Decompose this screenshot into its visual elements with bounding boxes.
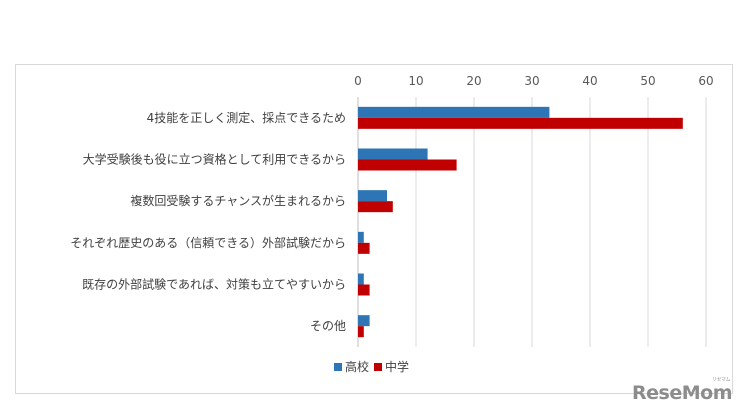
- resemom-logo: ReseMom リセマム: [632, 377, 732, 404]
- category-label-0: 4技能を正しく測定、採点できるため: [147, 110, 346, 125]
- bar-koukou-1: [358, 148, 428, 160]
- legend-label-1: 中学: [385, 359, 409, 374]
- bar-chugaku-4: [358, 284, 370, 296]
- bar-chugaku-1: [358, 159, 457, 171]
- bar-koukou-2: [358, 190, 387, 202]
- x-tick-label-50: 50: [640, 74, 655, 88]
- bar-chugaku-0: [358, 117, 683, 129]
- category-label-1: 大学受験後も役に立つ資格として利用できるから: [83, 152, 346, 167]
- bar-koukou-4: [358, 273, 364, 285]
- logo-kana: リセマム: [711, 377, 731, 383]
- bar-chugaku-3: [358, 242, 370, 254]
- logo-text: ReseMom: [632, 382, 732, 404]
- bar-chart: 0 10 20 30 40 50 60 4技能を正しく測定、採点できるため大学受験後も役に立つ…: [70, 74, 713, 374]
- legend-label-0: 高校: [345, 359, 369, 374]
- bar-chugaku-5: [358, 326, 364, 338]
- bar-koukou-5: [358, 315, 370, 327]
- x-tick-label-0: 0: [354, 74, 362, 88]
- category-label-4: 既存の外部試験であれば、対策も立てやすいから: [82, 277, 346, 292]
- x-tick-label-40: 40: [582, 74, 597, 88]
- bar-koukou-3: [358, 231, 364, 243]
- category-label-2: 複数回受験するチャンスが生まれるから: [130, 193, 346, 208]
- category-label-5: その他: [310, 319, 346, 333]
- chart-frame: 0 10 20 30 40 50 60 4技能を正しく測定、採点できるため大学受験後も役に立つ…: [15, 64, 733, 394]
- legend-swatch-0: [334, 363, 342, 371]
- x-tick-label-30: 30: [524, 74, 539, 88]
- x-tick-label-10: 10: [408, 74, 423, 88]
- category-label-3: それぞれ歴史のある（信頼できる）外部試験だから: [70, 235, 346, 250]
- bar-koukou-0: [358, 106, 550, 118]
- x-tick-label-60: 60: [698, 74, 713, 88]
- legend-swatch-1: [374, 363, 382, 371]
- bar-chugaku-2: [358, 201, 393, 213]
- x-tick-label-20: 20: [466, 74, 481, 88]
